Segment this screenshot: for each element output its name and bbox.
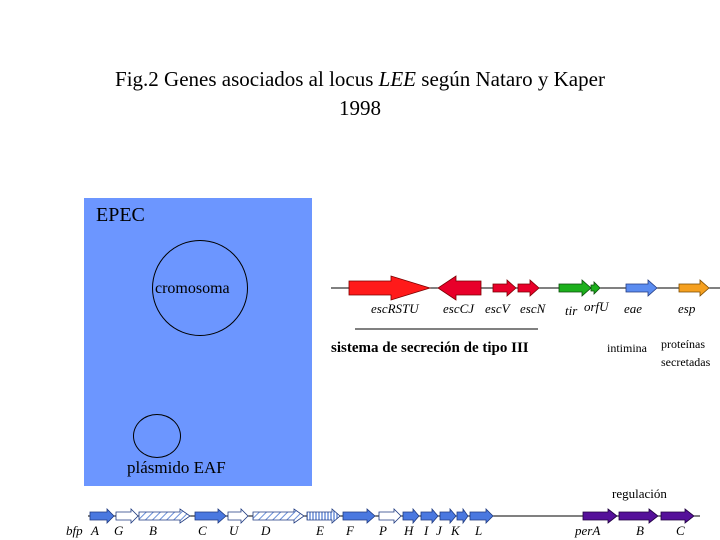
figure-title-line2: 1998 bbox=[339, 96, 381, 120]
gene-bfpK-arrow bbox=[456, 507, 469, 525]
secreted-label-2: secretadas bbox=[661, 355, 711, 369]
gene-label-bfpE: E bbox=[315, 523, 324, 538]
gene-bfpD-arrow bbox=[252, 508, 305, 524]
intimina-label: intimina bbox=[607, 341, 648, 355]
gene-label-perC: C bbox=[676, 523, 685, 538]
gene-label-bfpB: B bbox=[149, 523, 157, 538]
gene-label-escN: escN bbox=[520, 301, 547, 316]
gene-esp-arrow bbox=[678, 279, 710, 297]
regulation-label: regulación bbox=[612, 486, 667, 501]
figure-title-line1: Fig.2 Genes asociados al locus LEE según… bbox=[0, 67, 720, 92]
chromosome-label: cromosoma bbox=[155, 280, 230, 297]
gene-label-esp: esp bbox=[678, 301, 696, 316]
gene-label-tir: tir bbox=[565, 303, 578, 318]
gene-bfpF-arrow bbox=[342, 508, 376, 524]
gene-perA-arrow bbox=[582, 508, 618, 524]
plasmid-circle bbox=[133, 414, 181, 458]
gene-label-orfU: orfU bbox=[584, 299, 610, 314]
gene-label-perB: B bbox=[636, 523, 644, 538]
gene-label-bfpA: A bbox=[90, 523, 99, 538]
gene-label-bfpP: P bbox=[378, 523, 387, 538]
gene-orfU-arrow bbox=[590, 281, 601, 295]
gene-label-escCJ: escCJ bbox=[443, 301, 475, 316]
gene-bfpL-arrow bbox=[469, 508, 494, 524]
gene-label-perA: perA bbox=[574, 523, 600, 538]
gene-label-bfpH: H bbox=[403, 523, 414, 538]
gene-bfpB-arrow bbox=[138, 508, 191, 524]
gene-label-bfpC: C bbox=[198, 523, 207, 538]
gene-bfpJ-arrow bbox=[439, 507, 457, 525]
gene-bfpA-arrow bbox=[89, 508, 115, 524]
gene-eae-arrow bbox=[625, 279, 658, 297]
gene-perC-arrow bbox=[660, 508, 695, 524]
epec-label: EPEC bbox=[96, 204, 145, 226]
gene-perB-arrow bbox=[618, 508, 659, 524]
type3-system-label: sistema de secreción de tipo III bbox=[331, 340, 529, 356]
gene-label-bfpL: L bbox=[474, 523, 482, 538]
bfp-prefix-label: bfp bbox=[66, 523, 83, 538]
gene-bfpU-arrow bbox=[227, 508, 249, 524]
gene-label-escRSTU: escRSTU bbox=[371, 301, 420, 316]
title-locus: LEE bbox=[378, 67, 417, 91]
plasmid-label: plásmido EAF bbox=[127, 458, 226, 477]
gene-bfpH-arrow bbox=[402, 507, 420, 525]
gene-label-bfpI: I bbox=[423, 523, 429, 538]
gene-label-bfpF: F bbox=[345, 523, 355, 538]
title-prefix: Fig.2 Genes asociados al locus bbox=[115, 67, 379, 91]
gene-label-bfpD: D bbox=[260, 523, 271, 538]
gene-label-bfpG: G bbox=[114, 523, 124, 538]
gene-label-bfpK: K bbox=[450, 523, 461, 538]
gene-escRSTU-arrow bbox=[348, 275, 432, 301]
gene-bfpC-arrow bbox=[194, 508, 227, 524]
gene-bfpI-arrow bbox=[420, 507, 439, 525]
gene-bfpG-arrow bbox=[115, 508, 139, 524]
gene-label-eae: eae bbox=[624, 301, 642, 316]
gene-bfpE-arrow bbox=[306, 508, 341, 524]
gene-tir-arrow bbox=[558, 279, 592, 297]
gene-label-escV: escV bbox=[485, 301, 512, 316]
chromosome-circle bbox=[152, 240, 248, 336]
gene-escV-arrow bbox=[492, 279, 517, 297]
gene-escN-arrow bbox=[517, 279, 540, 297]
gene-label-bfpJ: J bbox=[436, 523, 443, 538]
gene-label-bfpU: U bbox=[229, 523, 240, 538]
gene-bfpP-arrow bbox=[378, 508, 402, 524]
title-suffix: según Nataro y Kaper bbox=[416, 67, 605, 91]
gene-escCJ-arrow bbox=[437, 275, 482, 301]
secreted-label-1: proteínas bbox=[661, 337, 705, 351]
